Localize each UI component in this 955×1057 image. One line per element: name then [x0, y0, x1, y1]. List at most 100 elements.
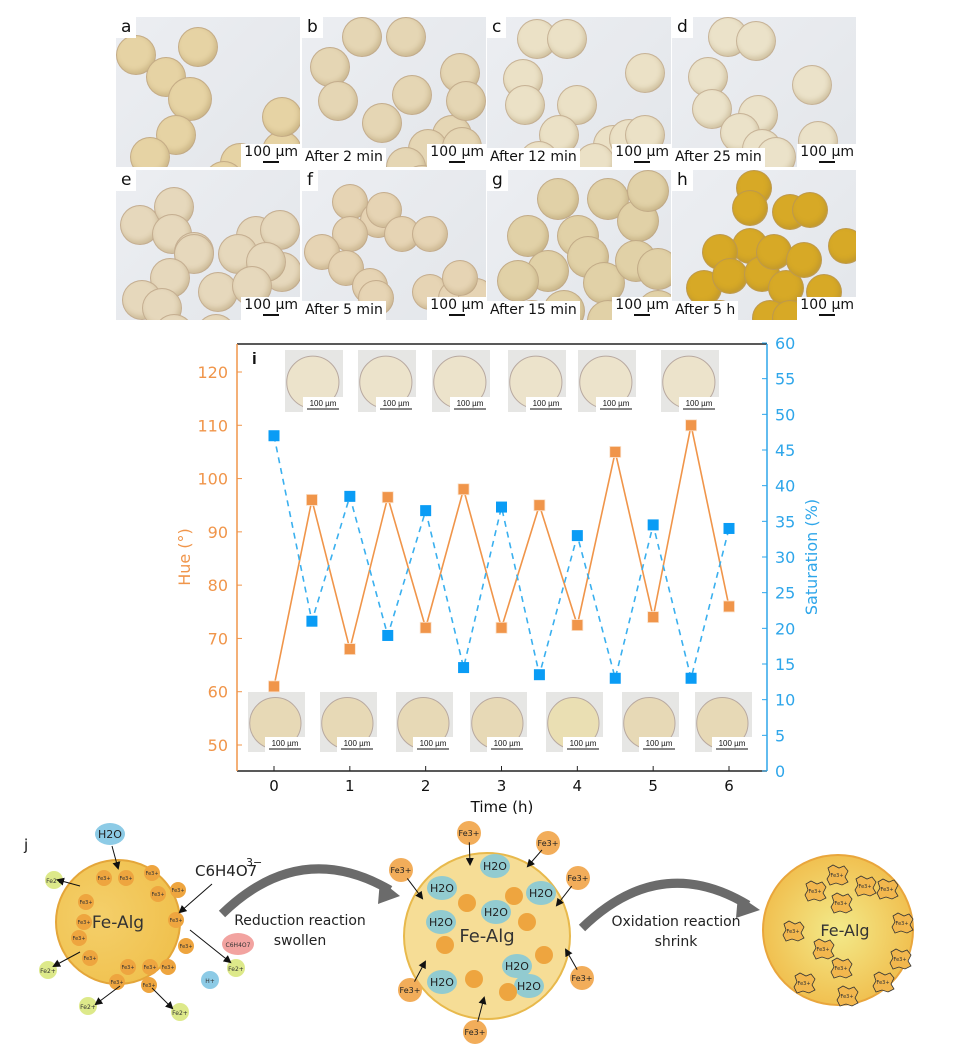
left-tick-label: 100 — [197, 470, 228, 489]
fe3-ion-label: Fe3+ — [145, 871, 158, 877]
bottom-thumbnail: 100 µm — [320, 692, 377, 752]
water-arrow — [111, 845, 121, 870]
thumb-scale-label: 100 µm — [457, 399, 484, 408]
saturation-marker — [306, 615, 318, 627]
fe3-ion — [78, 894, 94, 910]
fe3-crosslink-label: Fe3+ — [808, 889, 821, 895]
saturation-marker — [533, 669, 545, 681]
fe3-crosslink-label: Fe3+ — [880, 887, 893, 893]
x-tick-label: 3 — [497, 777, 507, 795]
fe3-ion-label: Fe3+ — [161, 965, 174, 971]
fe3-ion — [120, 959, 136, 975]
thumb-scale-bg — [487, 737, 527, 752]
fe2-ion-label: Fe2+ — [46, 878, 62, 885]
fe3-crosslink-label: Fe3+ — [816, 947, 829, 953]
fe3-ion-label: Fe3+ — [151, 892, 164, 898]
water-molecule — [481, 900, 511, 924]
water-molecule — [480, 854, 510, 878]
right-tick-label: 55 — [775, 370, 795, 389]
right-bead-label: Fe-Alg — [820, 921, 869, 940]
bead — [736, 21, 776, 61]
fe3-crosslink-label: Fe3+ — [895, 921, 908, 927]
bottom-thumbnail: 100 µm — [546, 692, 603, 752]
bead — [442, 260, 478, 296]
scale-bar-label: 100 µm — [430, 144, 484, 160]
micrograph-panel-a: a 100 µm — [116, 17, 300, 167]
bead — [362, 103, 402, 143]
saturation-marker — [685, 672, 697, 684]
reduction-label-1: Reduction reaction — [234, 913, 366, 929]
micrograph-panel-g: g After 15 min 100 µm — [487, 170, 671, 320]
fe3-crosslink — [836, 985, 859, 1007]
fe3-crosslink-label: Fe3+ — [893, 957, 906, 963]
fe3-ion — [142, 959, 158, 975]
micrograph-panel-e: e 100 µm — [116, 170, 300, 320]
fe3-ion-label: Fe3+ — [79, 900, 92, 906]
reduction-label-2: swollen — [274, 933, 327, 949]
micrograph-panel-c: c After 12 min 100 µm — [487, 17, 671, 167]
fe3-ion-label: Fe3+ — [538, 839, 559, 848]
thumb-scale-label: 100 µm — [719, 739, 746, 748]
fe3-ion-label: Fe3+ — [169, 918, 182, 924]
fe3-ion-outside — [457, 821, 481, 845]
scale-bar-label: 100 µm — [615, 297, 669, 313]
bead — [732, 190, 768, 226]
fe2-ion — [227, 959, 245, 977]
fe2-ion — [171, 1003, 189, 1021]
thumb-scale-label: 100 µm — [570, 739, 597, 748]
thumb-scale-bg — [526, 397, 566, 412]
fe3-ion-label: Fe3+ — [142, 983, 155, 989]
x-axis-title: Time (h) — [470, 798, 534, 815]
hue-marker — [268, 680, 280, 693]
right-tick-label: 5 — [775, 726, 785, 745]
proton — [201, 971, 219, 989]
thumb-scale-label: 100 µm — [420, 739, 447, 748]
hue-marker — [571, 619, 584, 632]
fe3-ion-label: Fe3+ — [83, 956, 96, 962]
water-label: H2O — [484, 906, 508, 919]
reduction-arrow — [218, 864, 393, 918]
left-tick-label: 70 — [208, 629, 228, 648]
hue-marker — [723, 600, 735, 613]
scale-bar-line — [819, 161, 836, 163]
fe-ion — [505, 887, 523, 905]
fe3-ion-label: Fe3+ — [400, 986, 421, 995]
thumb-scale-bg — [337, 737, 377, 752]
hue-marker — [609, 446, 622, 458]
time-caption: After 5 min — [302, 301, 386, 320]
bottom-thumbnail: 100 µm — [248, 692, 305, 752]
citrate-arrow — [178, 883, 213, 914]
scale-bar: 100 µm — [427, 144, 486, 167]
fe3-ion-label: Fe3+ — [465, 1028, 486, 1037]
thumb-scale-bg — [376, 397, 416, 412]
fe3-ion — [144, 865, 160, 881]
fe3-ion-outside — [389, 858, 413, 882]
bead — [386, 17, 426, 57]
left-tick-label: 90 — [208, 523, 228, 542]
bead — [130, 137, 170, 167]
water-molecule — [95, 823, 125, 845]
time-caption: After 2 min — [302, 148, 386, 167]
saturation-marker — [420, 505, 432, 517]
fe3-ion — [168, 912, 184, 928]
left-tick-label: 110 — [197, 416, 228, 435]
water-label: H2O — [429, 916, 453, 929]
hue-marker — [457, 483, 470, 496]
saturation-marker — [344, 490, 356, 502]
left-tick-label: 50 — [208, 736, 228, 755]
hue-marker — [647, 611, 660, 624]
hue-marker — [495, 621, 508, 634]
fe3-ion-label: Fe3+ — [72, 936, 85, 942]
fe3-ion-label: Fe3+ — [572, 974, 593, 983]
citrate-charge: 3− — [246, 856, 262, 869]
time-caption: After 25 min — [672, 148, 765, 167]
thumb-scale-bg — [450, 397, 490, 412]
citrate-complex — [222, 933, 254, 955]
fe3-ion-label: Fe3+ — [119, 876, 132, 882]
fe3-ion-label: Fe3+ — [110, 980, 123, 986]
fe3-ion-label: Fe3+ — [171, 888, 184, 894]
micrograph-panel-b: b After 2 min 100 µm — [302, 17, 486, 167]
bead — [792, 192, 828, 228]
fe3-crosslink — [812, 938, 835, 960]
scale-bar-line — [634, 314, 651, 316]
